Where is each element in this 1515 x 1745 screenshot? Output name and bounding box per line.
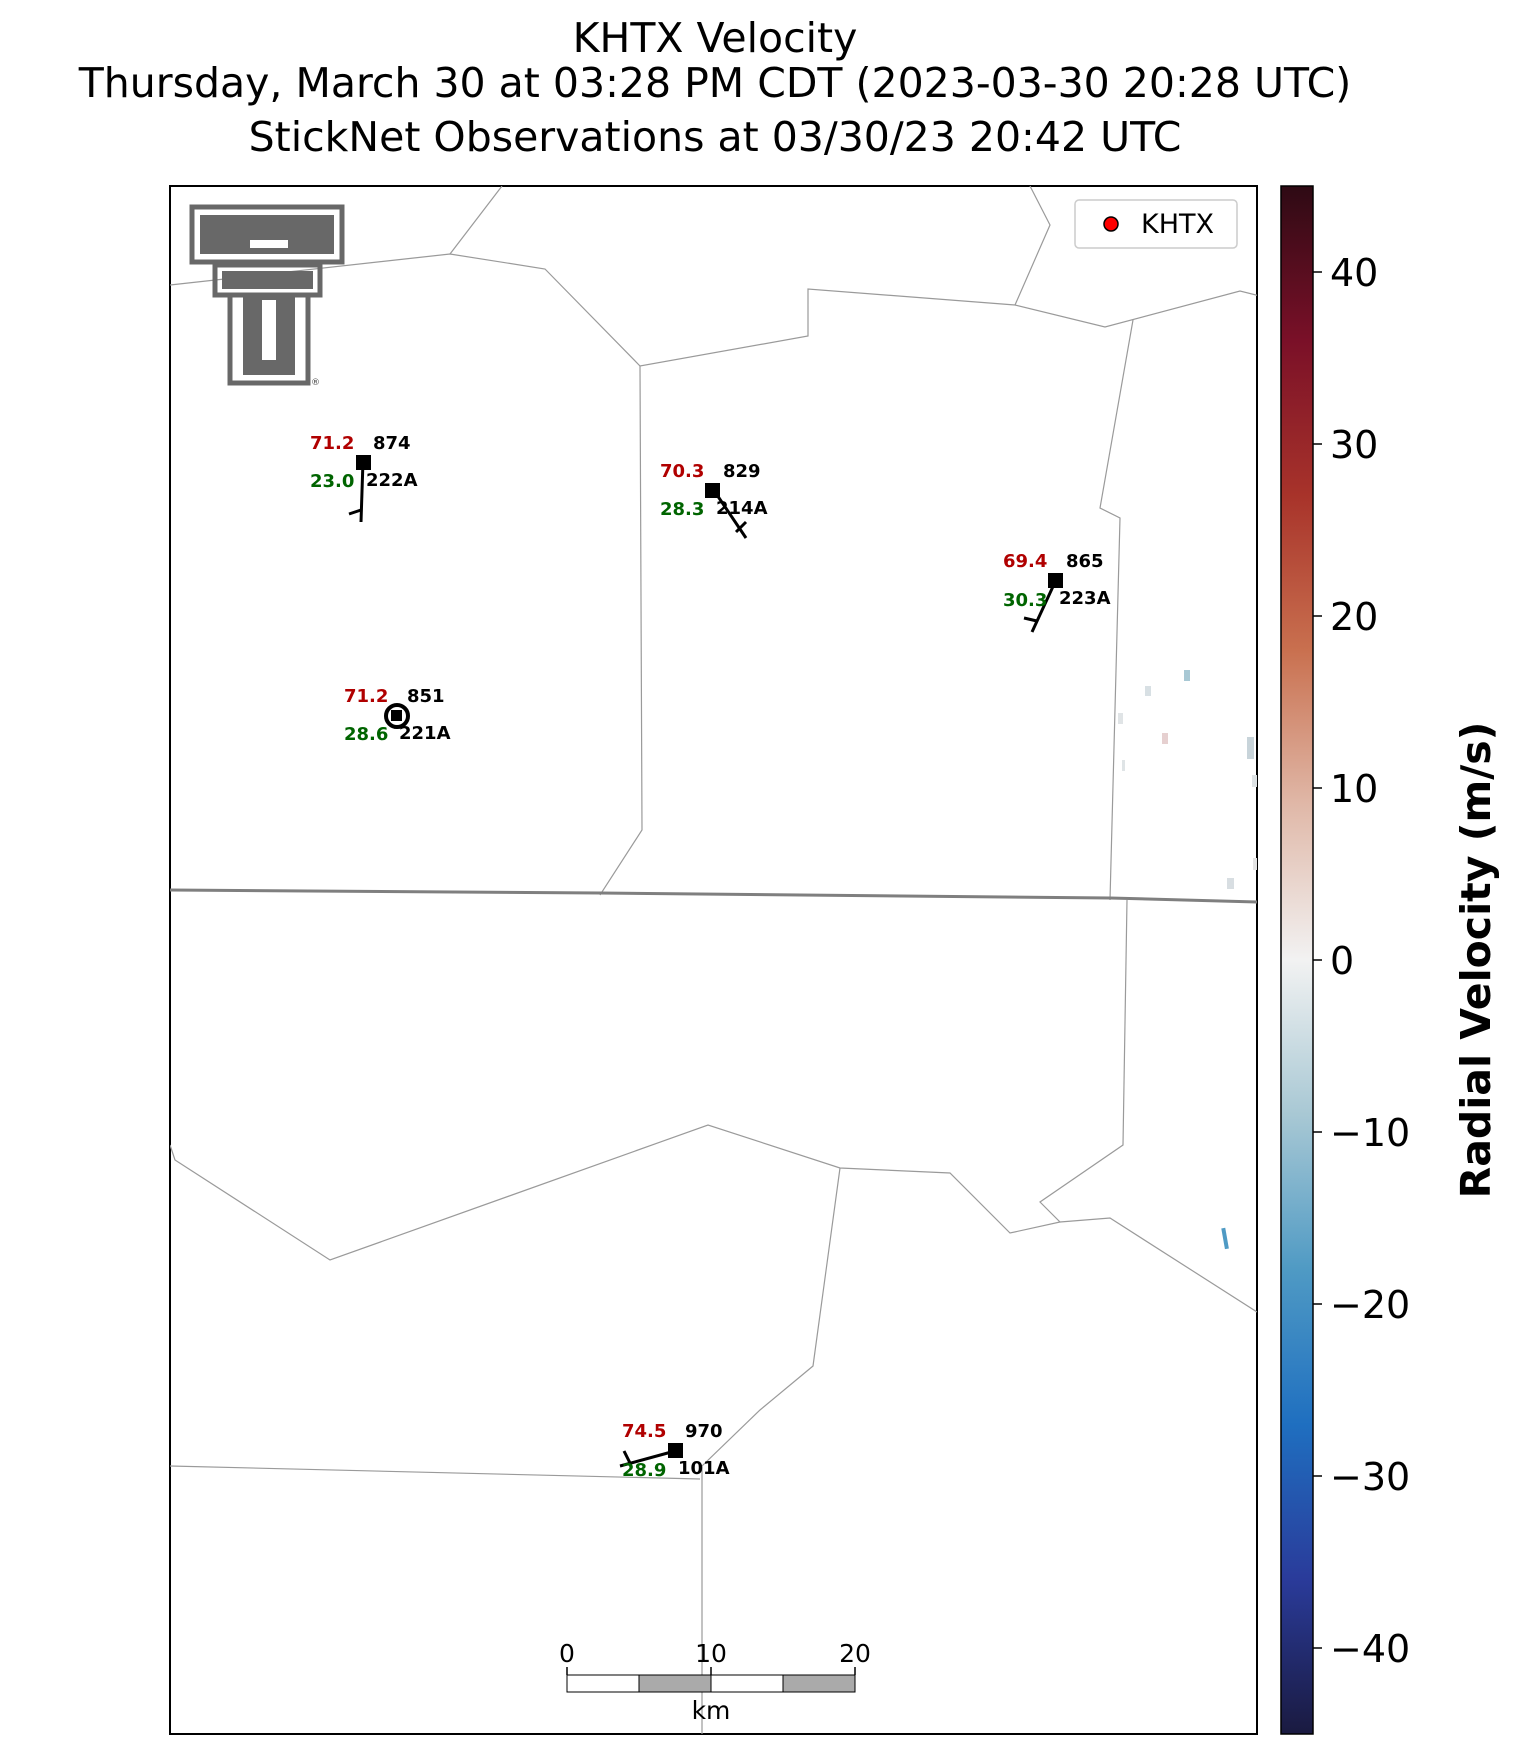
county-border [170,1465,701,1480]
calm-wind-circle [384,703,410,729]
station-id: 222A [366,470,418,491]
station-pressure: 874 [373,433,411,454]
colorbar-tick-label: −40 [1330,1627,1410,1671]
county-border [1059,1217,1257,1313]
radar-echo [1184,670,1190,681]
colorbar-tick-label: 30 [1330,423,1378,467]
scale-bar: 0 10 20 km [559,1639,871,1725]
khtx-radar-marker-icon [1103,216,1119,232]
title-line-3: StickNet Observations at 03/30/23 20:42 … [248,113,1182,161]
title-line-2: Thursday, March 30 at 03:28 PM CDT (2023… [78,59,1352,107]
station-pressure: 829 [723,461,761,482]
radar-echo [1227,878,1234,889]
radar-echo [1252,775,1257,787]
colorbar-label: Radial Velocity (m/s) [1452,722,1500,1199]
svg-text:®: ® [311,378,320,388]
colorbar: 40 30 20 10 0 −10 −20 −30 −40 Radial Velocity (m… [1280,185,1500,1735]
station-marker [668,1443,683,1458]
station-id: 223A [1059,588,1111,609]
county-border [449,186,503,255]
station-dewpoint: 23.0 [310,471,354,492]
station-temp: 71.2 [344,686,388,707]
radar-echo [1145,686,1151,696]
station-101A: 74.5 970 28.9 101A [619,1421,730,1481]
station-temp: 71.2 [310,433,354,454]
colorbar-tick-label: −10 [1330,1111,1410,1155]
radar-echo [1247,737,1254,759]
station-id: 214A [716,498,768,519]
legend-label: KHTX [1141,209,1214,240]
colorbar-tick-label: 10 [1330,767,1378,811]
county-border [1014,186,1051,306]
colorbar-tick-label: −30 [1330,1455,1410,1499]
station-214A: 70.3 829 28.3 214A [660,461,768,539]
colorbar-ramp [1280,185,1314,1735]
scale-tick-label: 20 [839,1639,871,1668]
texas-tech-double-t-logo: ® [189,204,345,388]
radar-echoes [1118,670,1257,1250]
colorbar-tick-label: 0 [1330,939,1354,983]
station-marker [391,710,402,721]
station-222A: 71.2 874 23.0 222A [310,433,418,523]
station-marker [705,483,720,498]
state-border [170,888,1257,904]
county-border [170,253,1257,367]
station-temp: 70.3 [660,461,704,482]
legend-box [1074,199,1238,249]
radar-echo [1253,858,1257,870]
radar-echo [1118,713,1123,724]
title-line-1: KHTX Velocity [572,14,858,62]
station-dewpoint: 28.9 [622,1460,666,1481]
station-dewpoint: 30.3 [1003,590,1047,611]
radar-echo [1162,733,1168,744]
wind-barb [1023,616,1038,623]
station-223A: 69.4 865 30.3 223A [1003,551,1111,633]
station-pressure: 970 [685,1421,723,1442]
station-id: 221A [399,723,451,744]
scale-tick-label: 10 [695,1639,727,1668]
legend: KHTX [1074,199,1238,249]
county-border [599,365,643,896]
scale-unit-label: km [692,1696,731,1725]
station-dewpoint: 28.3 [660,499,704,520]
colorbar-tick-label: 20 [1330,595,1378,639]
county-borders [170,186,1257,1734]
map-frame [169,185,1258,1735]
scale-tick-label: 0 [559,1639,575,1668]
wind-barb [734,520,748,534]
station-id: 101A [678,1458,730,1479]
station-221A: 71.2 851 28.6 221A [344,686,451,745]
colorbar-ticks: 40 30 20 10 0 −10 −20 −30 −40 [1313,251,1410,1671]
station-pressure: 865 [1066,551,1104,572]
radar-echo [1221,1227,1229,1250]
station-marker [356,455,371,470]
station-temp: 69.4 [1003,551,1047,572]
county-border [1099,319,1134,901]
station-dewpoint: 28.6 [344,724,388,745]
county-border [701,1167,841,1734]
county-border [170,899,1128,1261]
wind-barb [622,1450,632,1464]
radar-echo [1122,760,1125,771]
station-pressure: 851 [407,686,445,707]
colorbar-tick-label: 40 [1330,251,1378,295]
wind-barb [348,508,362,516]
colorbar-tick-label: −20 [1330,1283,1410,1327]
station-marker [1048,573,1063,588]
station-temp: 74.5 [622,1421,666,1442]
